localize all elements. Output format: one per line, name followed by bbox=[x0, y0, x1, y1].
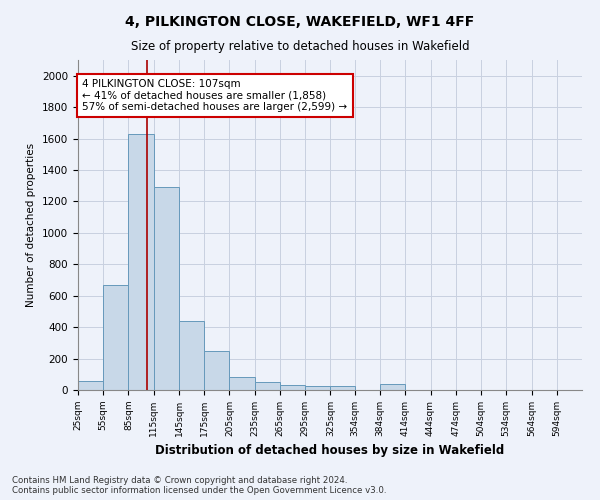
Bar bbox=[254, 382, 280, 390]
Bar bbox=[179, 321, 204, 390]
Bar bbox=[204, 350, 229, 390]
Bar bbox=[154, 188, 179, 390]
Text: 4, PILKINGTON CLOSE, WAKEFIELD, WF1 4FF: 4, PILKINGTON CLOSE, WAKEFIELD, WF1 4FF bbox=[125, 15, 475, 29]
Bar bbox=[103, 284, 128, 390]
X-axis label: Distribution of detached houses by size in Wakefield: Distribution of detached houses by size … bbox=[155, 444, 505, 458]
Text: Size of property relative to detached houses in Wakefield: Size of property relative to detached ho… bbox=[131, 40, 469, 53]
Bar bbox=[78, 380, 103, 390]
Y-axis label: Number of detached properties: Number of detached properties bbox=[26, 143, 37, 307]
Bar bbox=[331, 386, 355, 390]
Bar bbox=[229, 378, 254, 390]
Text: Contains HM Land Registry data © Crown copyright and database right 2024.
Contai: Contains HM Land Registry data © Crown c… bbox=[12, 476, 386, 495]
Bar bbox=[128, 134, 154, 390]
Bar bbox=[380, 384, 406, 390]
Bar bbox=[280, 386, 305, 390]
Text: 4 PILKINGTON CLOSE: 107sqm
← 41% of detached houses are smaller (1,858)
57% of s: 4 PILKINGTON CLOSE: 107sqm ← 41% of deta… bbox=[82, 79, 347, 112]
Bar bbox=[305, 386, 331, 390]
